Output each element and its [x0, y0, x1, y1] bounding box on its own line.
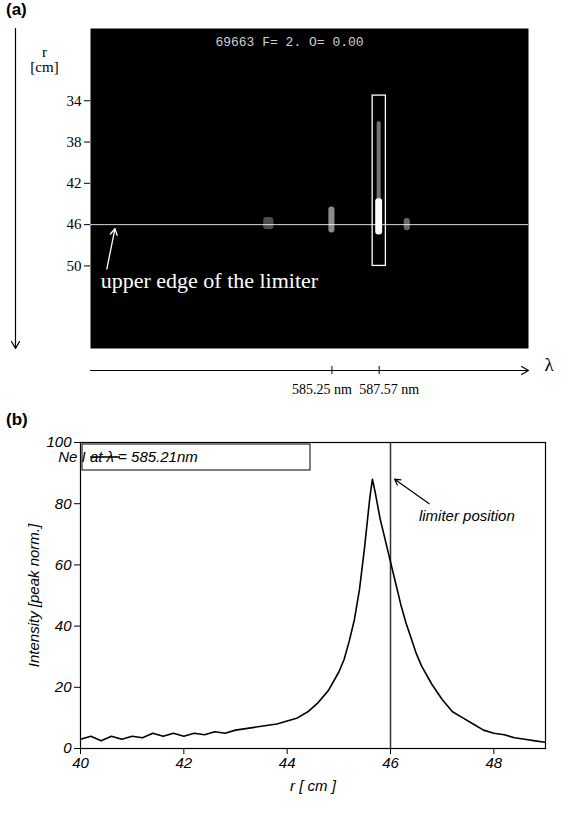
svg-text:42: 42	[67, 175, 82, 191]
svg-text:50: 50	[67, 258, 82, 274]
svg-text:λ: λ	[545, 354, 555, 375]
svg-text:limiter position: limiter position	[419, 507, 515, 524]
svg-text:100: 100	[46, 433, 72, 451]
svg-text:69663 F= 2. O= 0.00: 69663 F= 2. O= 0.00	[215, 35, 363, 50]
svg-text:44: 44	[279, 754, 296, 771]
svg-text:60: 60	[55, 556, 72, 573]
html-text:(a): (a)	[6, 0, 27, 19]
svg-text:34: 34	[67, 93, 83, 109]
svg-text:48: 48	[485, 754, 502, 771]
svg-text:20: 20	[54, 678, 72, 695]
svg-text:Intensity [peak norm.]: Intensity [peak norm.]	[25, 523, 42, 667]
svg-text:Ne I at λ = 585.21nm: Ne I at λ = 585.21nm	[58, 448, 198, 465]
svg-text:r [ cm ]: r [ cm ]	[290, 777, 337, 794]
svg-text:587.57 nm: 587.57 nm	[359, 382, 419, 397]
svg-text:80: 80	[55, 495, 72, 512]
html-text:(b): (b)	[6, 410, 28, 429]
svg-text:r[cm]: r[cm]	[30, 44, 58, 75]
svg-text:38: 38	[67, 134, 82, 150]
svg-text:0: 0	[63, 739, 72, 756]
svg-text:46: 46	[67, 216, 83, 232]
svg-text:40: 40	[55, 617, 72, 634]
svg-text:40: 40	[72, 754, 89, 771]
svg-text:46: 46	[382, 754, 399, 771]
svg-text:upper edge of the limiter: upper edge of the limiter	[101, 268, 319, 293]
svg-text:585.25 nm: 585.25 nm	[292, 382, 352, 397]
svg-text:42: 42	[175, 754, 192, 771]
